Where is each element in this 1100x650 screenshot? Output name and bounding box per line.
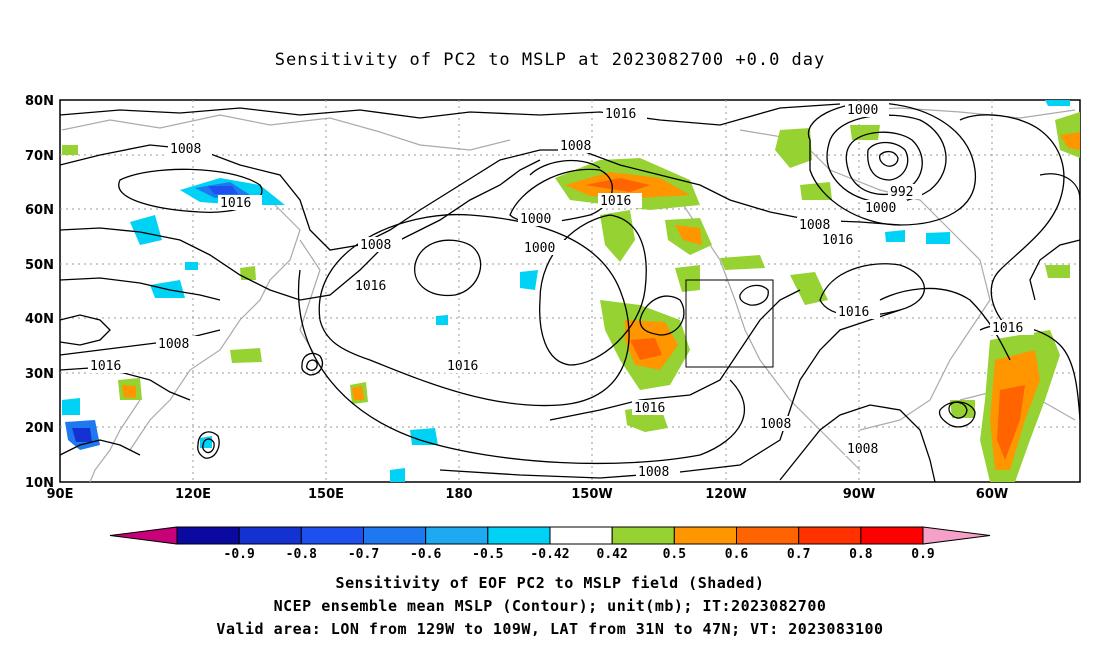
colorbar-box xyxy=(487,526,551,545)
lon-label: 90E xyxy=(47,487,74,502)
contour-label: 1000 xyxy=(865,201,896,216)
colorbar: -0.9 -0.8 -0.7 -0.6 -0.5 -0.42 0.42 0.5 0.6 0.7 0.… xyxy=(109,526,991,562)
lon-label: 180 xyxy=(445,487,472,502)
colorbar-box xyxy=(238,526,302,545)
colorbar-extend-low xyxy=(109,526,178,545)
colorbar-label: 0.5 xyxy=(663,547,686,562)
colorbar-label: -0.9 xyxy=(224,547,255,562)
contour-label-group: 1008 1016 1008 1016 1008 1016 1016 1008 … xyxy=(88,102,1034,480)
colorbar-box xyxy=(300,526,365,545)
contour-label: 1016 xyxy=(447,359,478,374)
colorbar-box xyxy=(425,526,489,545)
lat-label: 20N xyxy=(25,421,54,436)
colorbar-label: 0.8 xyxy=(849,547,873,562)
colorbar-box xyxy=(736,526,800,545)
contour-label: 1008 xyxy=(158,337,189,352)
longitude-axis: 90E 120E 150E 180 150W 120W 90W 60W xyxy=(47,487,1009,502)
colorbar-label: 0.9 xyxy=(911,547,934,562)
contour-label: 1008 xyxy=(360,238,391,253)
contour-label: 1000 xyxy=(847,103,878,118)
lon-label: 90W xyxy=(843,487,875,502)
contour-label: 1016 xyxy=(992,321,1023,336)
latitude-axis: 80N 70N 60N 50N 40N 30N 20N 10N xyxy=(25,94,54,491)
contour-label: 1000 xyxy=(524,241,555,256)
valid-area-box xyxy=(685,279,774,368)
caption-line-2: NCEP ensemble mean MSLP (Contour); unit(… xyxy=(273,597,827,615)
caption-line-1: Sensitivity of EOF PC2 to MSLP field (Sh… xyxy=(335,574,765,592)
lon-label: 60W xyxy=(976,487,1008,502)
lat-label: 50N xyxy=(25,258,54,273)
mslp-contours xyxy=(59,102,1081,483)
colorbar-box xyxy=(798,526,862,545)
contour-label: 992 xyxy=(890,185,913,200)
lat-label: 70N xyxy=(25,149,54,164)
lat-label: 30N xyxy=(25,367,54,382)
colorbar-label: 0.7 xyxy=(787,547,810,562)
colorbar-box xyxy=(860,526,924,545)
contour-label: 1016 xyxy=(220,196,251,211)
colorbar-extend-high xyxy=(922,526,991,545)
contour-label: 1016 xyxy=(605,107,636,122)
contour-label: 1016 xyxy=(90,359,121,374)
colorbar-label: 0.6 xyxy=(725,547,749,562)
colorbar-label: 0.42 xyxy=(597,547,628,562)
colorbar-label: -0.42 xyxy=(530,547,569,562)
colorbar-label: -0.5 xyxy=(472,547,503,562)
colorbar-label: -0.8 xyxy=(286,547,317,562)
lat-label: 60N xyxy=(25,203,54,218)
lat-label: 80N xyxy=(25,94,54,109)
colorbar-box xyxy=(549,526,613,545)
lat-label: 40N xyxy=(25,312,54,327)
contour-label: 1008 xyxy=(170,142,201,157)
contour-label: 1008 xyxy=(760,417,791,432)
colorbar-label: -0.6 xyxy=(410,547,441,562)
contour-label: 1016 xyxy=(600,194,631,209)
colorbar-box xyxy=(176,526,240,545)
contour-label: 1008 xyxy=(560,139,591,154)
caption-line-3: Valid area: LON from 129W to 109W, LAT f… xyxy=(216,620,884,638)
colorbar-box xyxy=(673,526,737,545)
lon-label: 120W xyxy=(705,487,746,502)
contour-label: 1016 xyxy=(355,279,386,294)
shading-positive xyxy=(62,112,1080,482)
colorbar-box xyxy=(363,526,427,545)
colorbar-label: -0.7 xyxy=(348,547,379,562)
map-frame xyxy=(59,99,1081,483)
contour-label: 1016 xyxy=(822,233,853,248)
lon-label: 150W xyxy=(571,487,612,502)
contour-label: 1016 xyxy=(634,401,665,416)
contour-label: 1008 xyxy=(799,218,830,233)
contour-label: 1000 xyxy=(520,212,551,227)
lon-label: 120E xyxy=(175,487,211,502)
lon-label: 150E xyxy=(308,487,344,502)
contour-label: 1008 xyxy=(638,465,669,480)
map-title: Sensitivity of PC2 to MSLP at 2023082700… xyxy=(274,50,826,70)
lat-label: 10N xyxy=(25,476,54,491)
contour-label: 1008 xyxy=(847,442,878,457)
colorbar-box xyxy=(611,526,675,545)
contour-label: 1016 xyxy=(838,305,869,320)
